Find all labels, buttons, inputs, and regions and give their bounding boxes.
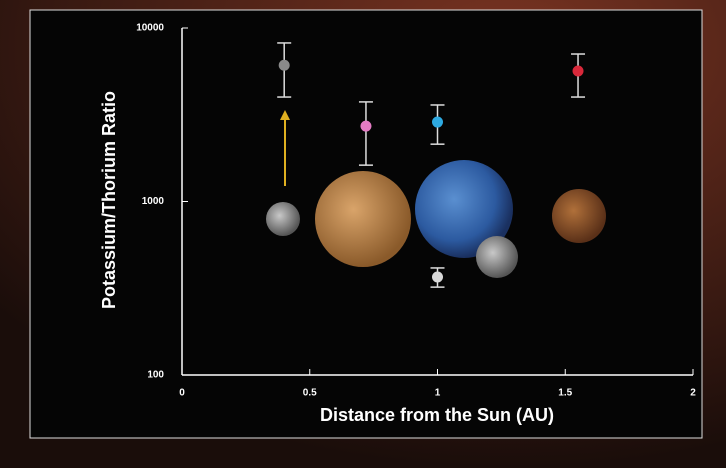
x-tick-label: 1.5 <box>558 388 572 399</box>
arrow-head <box>280 110 290 120</box>
point <box>432 116 443 128</box>
earth-image <box>415 160 513 258</box>
y-axis-title: Potassium/Thorium Ratio <box>99 91 119 309</box>
point <box>278 59 290 71</box>
x-tick-label: 1 <box>435 388 441 399</box>
x-tick-label: 2 <box>690 388 696 399</box>
point <box>360 120 372 132</box>
point <box>432 271 443 283</box>
y-tick-label: 10000 <box>136 23 164 34</box>
moon-image <box>476 236 518 278</box>
x-axis-title: Distance from the Sun (AU) <box>320 405 554 425</box>
x-tick-label: 0.5 <box>303 388 317 399</box>
y-tick-label: 100 <box>147 370 164 381</box>
mars-image <box>552 189 606 243</box>
y-tick-label: 1000 <box>142 196 165 207</box>
x-tick-label: 0 <box>179 388 185 399</box>
point <box>572 65 584 77</box>
mercury-image <box>266 202 300 236</box>
venus-image <box>315 171 411 267</box>
